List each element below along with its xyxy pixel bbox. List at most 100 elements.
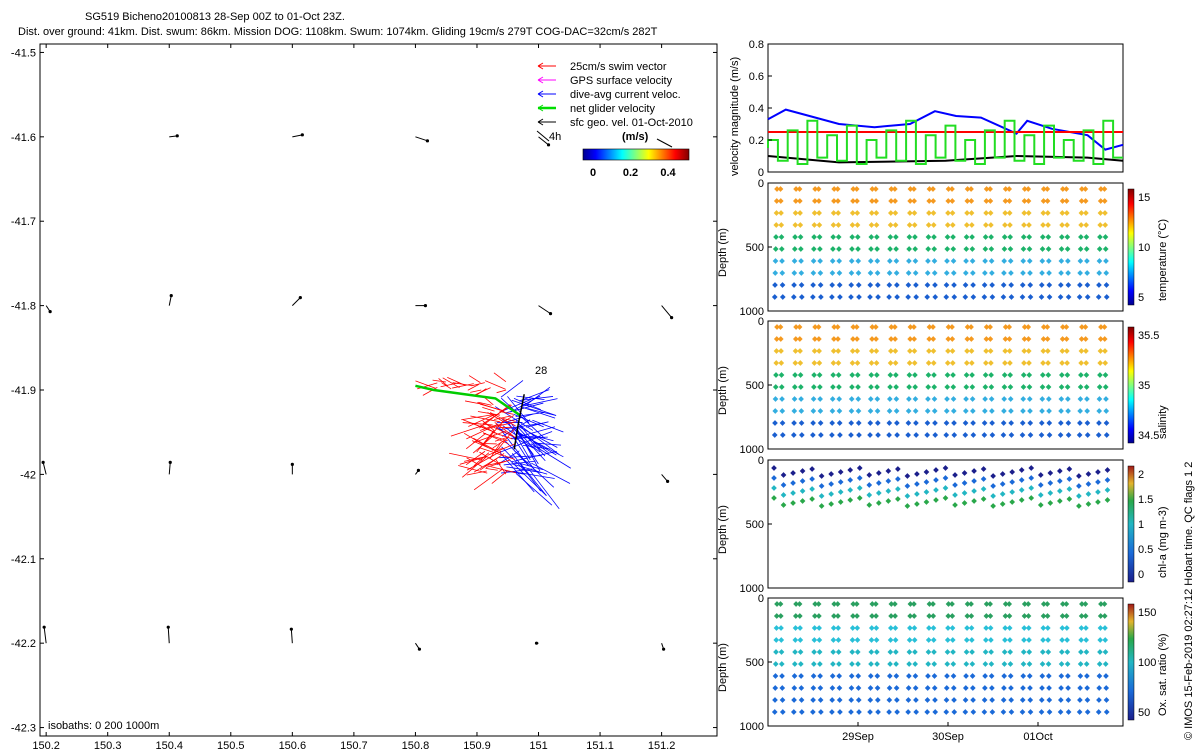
current-vector	[504, 440, 529, 466]
profile-dot	[930, 198, 937, 204]
profile-dot	[811, 649, 817, 655]
profile-dot	[1096, 270, 1103, 276]
profile-dot	[867, 709, 873, 715]
profile-dot	[1077, 282, 1083, 288]
profile-dot	[799, 468, 806, 474]
profile-dot	[987, 336, 994, 342]
profile-dot	[983, 348, 989, 354]
profile-dot	[988, 372, 994, 378]
profile-dot	[983, 198, 990, 204]
profile-dot	[1085, 471, 1092, 477]
current-vector	[517, 426, 546, 457]
profile-dot	[874, 282, 881, 288]
profile-dot	[1095, 489, 1101, 495]
profile-dot	[888, 348, 894, 354]
profile-dot	[856, 465, 863, 471]
profile-dot	[836, 396, 843, 402]
profile-dot	[815, 324, 822, 330]
profile-colorbar-label: Ox. sat. ratio (%)	[1157, 633, 1169, 716]
profile-dot	[810, 396, 817, 402]
profile-dot	[907, 601, 914, 607]
profile-dot	[855, 384, 861, 390]
profile-dot	[968, 186, 974, 192]
profile-dot	[811, 625, 818, 631]
profile-dot	[855, 246, 861, 252]
sfc-arrow-head	[546, 143, 551, 147]
profile-dot	[828, 481, 834, 487]
profile-dot	[868, 222, 875, 228]
profile-dot	[906, 661, 912, 667]
profile-dot	[969, 396, 976, 402]
profile-dot	[812, 601, 818, 607]
profile-dot	[1058, 673, 1065, 679]
profile-dot	[1065, 294, 1072, 300]
profile-dot	[1085, 491, 1092, 497]
sfc-arrow-head	[417, 647, 422, 651]
profile-dot	[792, 348, 799, 354]
profile-dot	[1044, 186, 1051, 192]
profile-dot	[869, 324, 876, 330]
profile-dot	[848, 294, 854, 300]
profile-dot	[1026, 372, 1033, 378]
profile-dot	[792, 360, 799, 366]
profile-dot	[1096, 408, 1103, 414]
profile-dot	[887, 649, 894, 655]
profile-dot	[962, 420, 969, 426]
profile-dot	[951, 282, 957, 288]
profile-dot	[849, 372, 856, 378]
profile-dot	[981, 294, 988, 300]
profile-dot	[790, 500, 796, 506]
profile-dot	[1104, 497, 1111, 503]
profile-dot	[799, 432, 805, 438]
profile-dot	[779, 396, 785, 402]
profile-dot	[834, 186, 841, 192]
profile-dot	[888, 324, 895, 330]
profile-dot	[1027, 420, 1034, 426]
profile-dot	[925, 222, 932, 228]
profile-dot	[906, 360, 913, 366]
profile-dot	[873, 372, 880, 378]
profile-dot	[1047, 480, 1054, 486]
profile-dot	[924, 709, 931, 715]
profile-dot	[980, 476, 987, 482]
profile-dot	[829, 294, 835, 300]
profile-dot	[1059, 360, 1065, 366]
profile-dot	[906, 258, 912, 264]
profile-dot	[873, 234, 880, 240]
profile-dot	[987, 210, 994, 216]
profile-dot	[815, 186, 822, 192]
profile-dot	[961, 480, 968, 486]
profile-dot	[1102, 625, 1108, 631]
profile-dot	[816, 613, 822, 619]
profile-dot	[961, 490, 968, 496]
profile-dot	[1102, 649, 1109, 655]
legend-arrowhead	[537, 104, 544, 112]
profile-dot	[906, 246, 912, 252]
profile-dot	[912, 384, 918, 390]
profile-dot	[811, 661, 817, 667]
sfc-arrow	[291, 297, 301, 306]
map-y-tick-label: -42.1	[11, 554, 36, 566]
profile-dot	[944, 396, 950, 402]
profile-dot	[969, 258, 976, 264]
profile-dot	[850, 613, 856, 619]
profile-dot	[1063, 324, 1070, 330]
profile-dot	[1018, 487, 1025, 493]
profile-dot	[1026, 234, 1033, 240]
net-glider-velocity-line	[767, 119, 1123, 165]
profile-dot	[1098, 324, 1104, 330]
profile-axes	[767, 320, 1124, 450]
profile-dot	[790, 490, 796, 496]
profile-dot	[811, 637, 818, 643]
profile-dot	[849, 348, 856, 354]
profile-colorbar	[1127, 465, 1135, 583]
legend-label: GPS surface velocity	[570, 75, 673, 87]
profile-dot	[892, 198, 898, 204]
profile-dot	[779, 270, 786, 276]
current-vector	[520, 406, 556, 419]
profile-dot	[964, 324, 971, 330]
profile-panel: 0 500 1000 Depth (m) 0 0.5 1 1.5 2 chl-a (mg m-3)	[717, 455, 1169, 595]
swim-vector	[462, 456, 487, 478]
profile-dot	[855, 661, 861, 667]
profile-dot	[906, 234, 913, 240]
